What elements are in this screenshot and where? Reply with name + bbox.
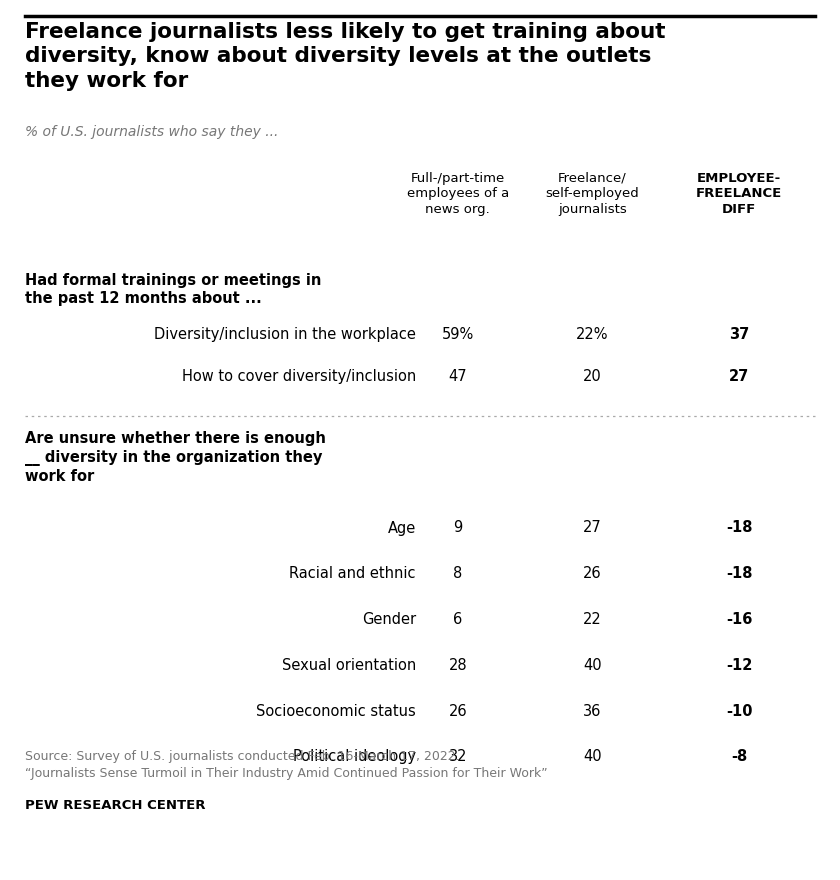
- Text: 26: 26: [449, 703, 467, 719]
- Text: Freelance journalists less likely to get training about
diversity, know about di: Freelance journalists less likely to get…: [25, 22, 666, 91]
- Text: -18: -18: [726, 566, 753, 582]
- Text: 9: 9: [453, 520, 463, 536]
- Text: % of U.S. journalists who say they ...: % of U.S. journalists who say they ...: [25, 125, 279, 139]
- Text: 37: 37: [729, 326, 749, 342]
- Text: 47: 47: [449, 369, 467, 385]
- Text: 36: 36: [583, 703, 601, 719]
- Text: Sexual orientation: Sexual orientation: [281, 657, 416, 673]
- Text: Freelance/
self-employed
journalists: Freelance/ self-employed journalists: [545, 172, 639, 216]
- Text: PEW RESEARCH CENTER: PEW RESEARCH CENTER: [25, 799, 206, 812]
- Text: 22: 22: [583, 612, 601, 627]
- Text: EMPLOYEE-
FREELANCE
DIFF: EMPLOYEE- FREELANCE DIFF: [696, 172, 782, 216]
- Text: Full-/part-time
employees of a
news org.: Full-/part-time employees of a news org.: [407, 172, 509, 216]
- Text: Racial and ethnic: Racial and ethnic: [289, 566, 416, 582]
- Text: -10: -10: [726, 703, 753, 719]
- Text: 27: 27: [729, 369, 749, 385]
- Text: Had formal trainings or meetings in
the past 12 months about ...: Had formal trainings or meetings in the …: [25, 273, 322, 306]
- Text: 28: 28: [449, 657, 467, 673]
- Text: 40: 40: [583, 749, 601, 765]
- Text: Are unsure whether there is enough
__ diversity in the organization they
work fo: Are unsure whether there is enough __ di…: [25, 431, 326, 484]
- Text: 26: 26: [583, 566, 601, 582]
- Text: -16: -16: [726, 612, 753, 627]
- Text: Diversity/inclusion in the workplace: Diversity/inclusion in the workplace: [154, 326, 416, 342]
- Text: 27: 27: [583, 520, 601, 536]
- Text: 6: 6: [453, 612, 463, 627]
- Text: 8: 8: [453, 566, 463, 582]
- Text: Socioeconomic status: Socioeconomic status: [256, 703, 416, 719]
- Text: How to cover diversity/inclusion: How to cover diversity/inclusion: [181, 369, 416, 385]
- Text: 32: 32: [449, 749, 467, 765]
- Text: Source: Survey of U.S. journalists conducted Feb. 16-March 17, 2022.
“Journalist: Source: Survey of U.S. journalists condu…: [25, 750, 548, 780]
- Text: -8: -8: [731, 749, 748, 765]
- Text: 22%: 22%: [576, 326, 608, 342]
- Text: 59%: 59%: [442, 326, 474, 342]
- Text: Age: Age: [387, 520, 416, 536]
- Text: Gender: Gender: [362, 612, 416, 627]
- Text: 40: 40: [583, 657, 601, 673]
- Text: -18: -18: [726, 520, 753, 536]
- Text: Political ideology: Political ideology: [292, 749, 416, 765]
- Text: 20: 20: [583, 369, 601, 385]
- Text: -12: -12: [726, 657, 753, 673]
